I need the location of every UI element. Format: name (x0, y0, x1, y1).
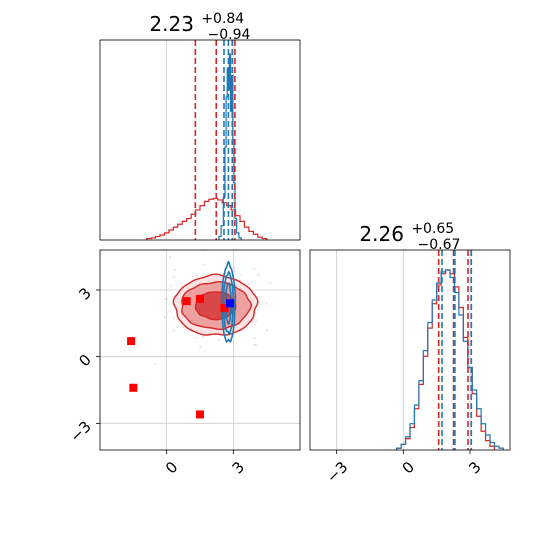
scatter-point (224, 272, 227, 275)
red-square-marker (196, 410, 204, 419)
scatter-point (173, 317, 175, 319)
title-param-1-minus: −0.94 (208, 27, 251, 43)
scatter-point (164, 298, 167, 301)
histogram-param-2-blue (396, 269, 504, 450)
x-tick-label: 3 (465, 458, 484, 477)
x-tick-label: 0 (162, 458, 181, 477)
scatter-point (255, 319, 257, 321)
scatter-point (253, 344, 255, 346)
title-param-2-minus: −0.67 (418, 237, 461, 253)
scatter-point (217, 338, 220, 341)
scatter-point (253, 267, 256, 270)
marginal-panel-param-2: −3 0 3 2.26 +0.65 −0.67 (309, 214, 511, 486)
scatter-point (257, 274, 260, 276)
blue-contour-level (222, 270, 235, 336)
x-tick-label: 0 (399, 458, 418, 477)
scatter-point (266, 329, 268, 332)
blue-contour-level (220, 260, 237, 343)
y-tick-label: −3 (66, 417, 94, 445)
scatter-point (253, 336, 256, 339)
title-param-2: 2.26 +0.65 −0.67 (359, 214, 460, 253)
scatter-point (172, 276, 175, 278)
right-x-ticks: −3 0 3 (323, 450, 485, 486)
scatter-point (164, 316, 166, 319)
scatter-point (154, 363, 157, 365)
scatter-point (172, 329, 175, 332)
scatter-point (199, 345, 202, 348)
frame-top (99, 39, 301, 241)
markers (127, 294, 234, 419)
scatter-point (247, 283, 250, 285)
blue-square-marker (226, 299, 234, 308)
red-square-marker (129, 383, 138, 392)
title-param-2-plus: +0.65 (411, 221, 454, 237)
scatter-point (174, 269, 177, 272)
scatter-point (194, 336, 197, 339)
scatter-point (254, 312, 257, 314)
scatter-point (254, 323, 256, 326)
scatter-point (301, 298, 303, 300)
scatter-point (170, 285, 172, 288)
red-square-marker (127, 337, 136, 346)
title-param-2-median: 2.26 (359, 222, 404, 246)
histogram-param-1-red (146, 197, 268, 240)
title-param-1-plus: +0.84 (201, 11, 244, 27)
x-tick-label: −3 (323, 458, 351, 486)
scatter-point (196, 274, 199, 277)
scatter-point (265, 302, 267, 305)
scatter-point (168, 256, 171, 258)
scatter-point (251, 321, 254, 323)
scatter-point (233, 270, 236, 273)
y-tick-label: 3 (75, 284, 94, 303)
histogram-param-2-red (396, 269, 496, 450)
scatter-point (202, 263, 205, 266)
title-param-1: 2.23 +0.84 −0.94 (149, 4, 250, 43)
red-square-marker (182, 297, 191, 306)
scatter-point (233, 267, 235, 269)
histogram-param-1-blue (218, 53, 242, 240)
frame-joint (99, 249, 301, 451)
marginal-panel-param-1: 2.23 +0.84 −0.94 (99, 4, 301, 241)
scatter-point (240, 274, 243, 276)
scatter-point (269, 282, 272, 284)
scatter-point (239, 279, 242, 282)
blue-contour-level (224, 282, 233, 326)
y-tick-label: 0 (75, 351, 94, 370)
scatter-point (182, 326, 185, 329)
scatter-point (255, 343, 257, 346)
red-square-marker (220, 303, 229, 312)
joint-y-ticks: −3 0 3 (66, 284, 100, 446)
scatter-point (191, 275, 194, 278)
frame-right (309, 249, 511, 451)
blue-contours (220, 260, 237, 343)
scatter-point (202, 336, 205, 338)
x-tick-label: 3 (229, 458, 248, 477)
red-square-marker (196, 294, 204, 303)
grid-right (336, 250, 471, 450)
title-param-1-median: 2.23 (149, 12, 194, 36)
